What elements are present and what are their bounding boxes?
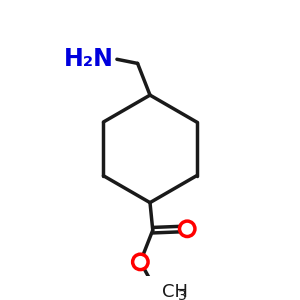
Circle shape [179,221,195,236]
Circle shape [133,254,148,270]
Text: 3: 3 [178,290,187,300]
Text: H₂N: H₂N [64,47,114,71]
Text: CH: CH [162,283,188,300]
